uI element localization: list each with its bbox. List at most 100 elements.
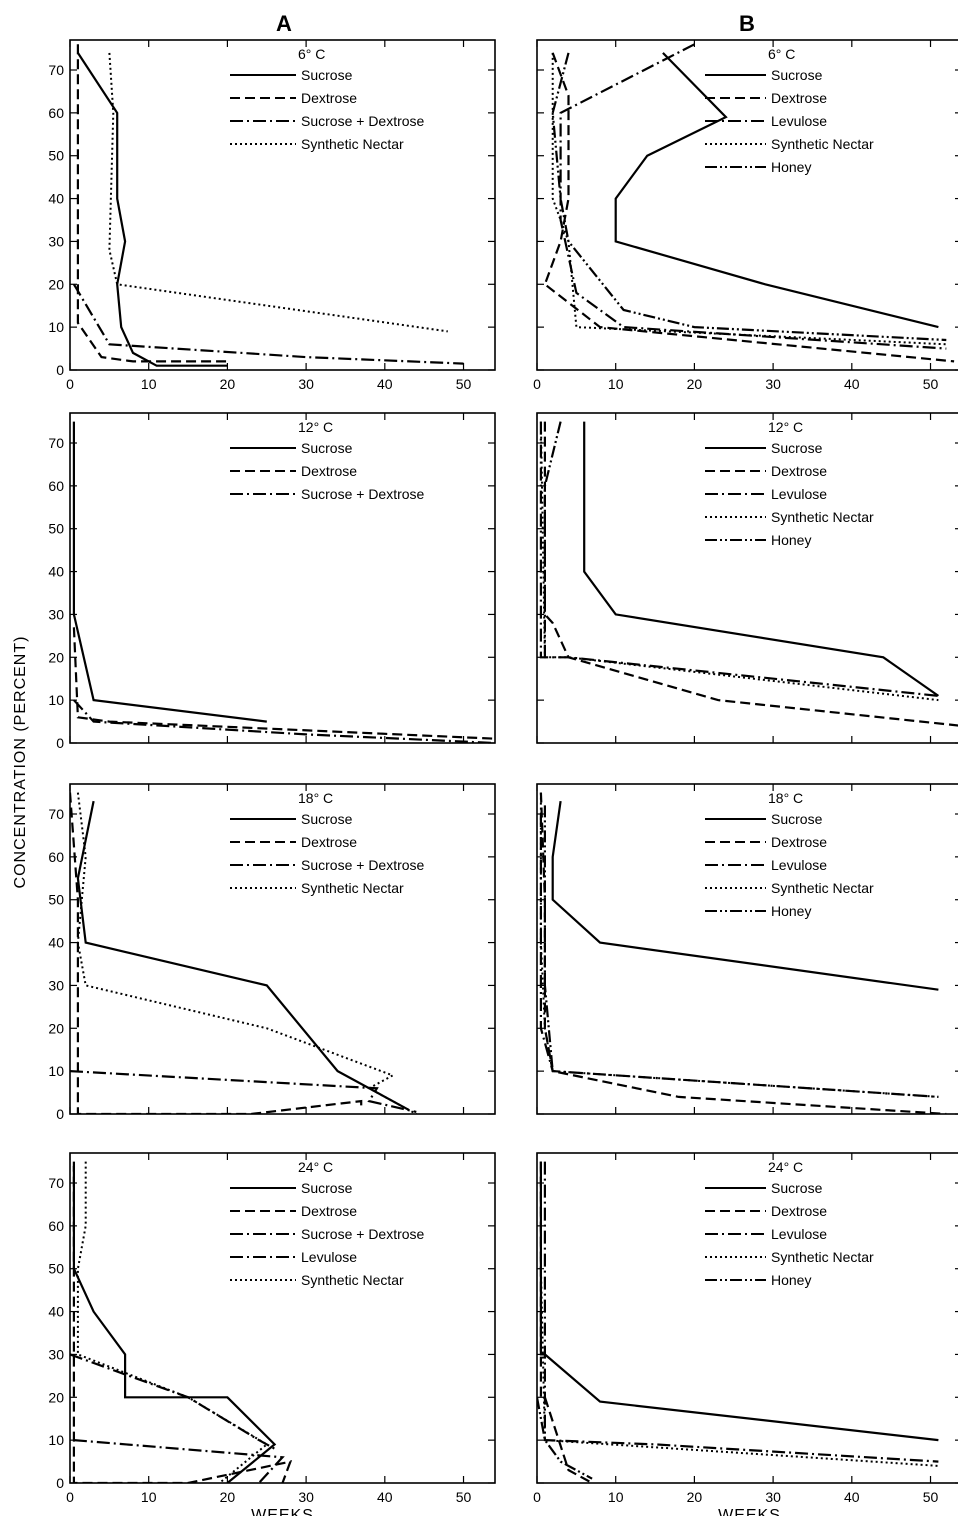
panel-a-1-legend-label-synthetic-nectar: Synthetic Nectar [301,136,404,152]
panel-a-4-legend-label-sucrose-dextrose: Sucrose + Dextrose [301,1226,425,1242]
panel-b-4-series-levulose [543,1161,939,1463]
panel-a-4-ytick-label: 40 [48,1304,64,1320]
panel-a-2-ytick-label: 50 [48,521,64,537]
panel-a-2-series-sucrose [72,421,267,723]
panel-b-2-legend-label-dextrose: Dextrose [771,463,827,479]
panel-b-3-legend-label-levulose: Levulose [771,857,827,873]
panel-b-4-xtick-label: 30 [765,1489,781,1505]
panel-a-4-legend-label-synthetic-nectar: Synthetic Nectar [301,1272,404,1288]
panel-b-3-legend-label-synthetic-nectar: Synthetic Nectar [771,880,874,896]
panel-a-1-xtick-label: 0 [66,376,74,392]
panel-b-4-xtick-label: 0 [533,1489,541,1505]
panel-a-1-ytick-label: 60 [48,105,64,121]
panel-b-2-legend-label-synthetic-nectar: Synthetic Nectar [771,509,874,525]
panel-a-4-x-axis-title: WEEKS [251,1507,314,1516]
panel-a-4-legend-label-sucrose: Sucrose [301,1180,353,1196]
panel-b-4-series-sucrose [539,1161,939,1442]
panel-b-2-series-synthetic-nectar [539,421,939,702]
panel-b-4-xtick-label: 40 [844,1489,860,1505]
panel-a-1-series-dextrose [76,44,228,363]
panel-b-4-legend-label-synthetic-nectar: Synthetic Nectar [771,1249,874,1265]
panel-a-1-ytick-label: 30 [48,233,64,249]
chart-panels: 0 10 20 30 40 50 60 70 0 10 20 30 40 50 6° C Sucrose Dex… [48,39,958,1516]
panel-b-3-frame [536,783,958,1115]
panel-a-1-xtick-label: 10 [141,376,157,392]
panel-b-1-legend-label-dextrose: Dextrose [771,90,827,106]
panel-b-4-legend-label-levulose: Levulose [771,1226,827,1242]
panel-a-3-temperature-label: 18° C [298,790,333,806]
panel-b-1-legend-label-levulose: Levulose [771,113,827,129]
panel-a-4-ytick-label: 10 [48,1432,64,1448]
panel-a-4-series-synthetic-nectar [76,1161,269,1483]
panel-a-2-frame [69,412,496,744]
panel-b-2-series-levulose [539,421,939,697]
panel-a-3: 0 10 20 30 40 50 60 70 18° C Sucrose Dextrose Sucro… [48,783,496,1122]
panel-a-4-ytick-label: 60 [48,1218,64,1234]
panel-b-3-series-honey [543,805,554,1072]
panel-b-1-xtick-label: 40 [844,376,860,392]
panel-b-1-series-dextrose [543,52,955,363]
panel-a-1-xtick-label: 30 [298,376,314,392]
panel-a-1-frame [69,39,496,371]
panel-b-2: 12° C Sucrose Dextrose Levulose Synthetic Ne… [536,412,958,744]
panel-b-1-temperature-label: 6° C [768,46,795,62]
panel-a-3-legend-label-sucrose-dextrose: Sucrose + Dextrose [301,857,425,873]
panel-a-4-frame [69,1152,496,1484]
panel-b-4-series-dextrose [539,1161,593,1483]
panel-a-1-xtick-label: 20 [220,376,236,392]
panel-a-3-ytick-label: 0 [56,1106,64,1122]
panel-a-1-ytick-label: 40 [48,191,64,207]
column-header-a: A [276,11,292,36]
panel-b-1-frame [536,39,958,371]
panel-a-4-ytick-label: 20 [48,1389,64,1405]
panel-a-1-ytick-label: 70 [48,62,64,78]
panel-b-4-series-honey [537,1397,593,1480]
panel-b-3-series-levulose [539,814,939,1098]
panel-a-3-ytick-label: 60 [48,849,64,865]
panel-a-3-series-sucrose-dextrose [70,1070,417,1113]
panel-a-4-ytick-label: 0 [56,1475,64,1491]
panel-a-2-ytick-label: 70 [48,435,64,451]
panel-b-3-temperature-label: 18° C [768,790,803,806]
panel-b-2-legend-label-sucrose: Sucrose [771,440,823,456]
panel-b-2-temperature-label: 12° C [768,419,803,435]
panel-a-4-series-sucrose-dextrose [73,1439,285,1483]
panel-b-1-series-levulose [559,43,947,350]
panel-b-3-series-sucrose [551,800,939,991]
panel-a-1-series-synthetic-nectar [108,52,448,333]
panel-a-4: 0 10 20 30 40 50 60 70 0 10 20 30 40 50 WEEKS 24° C Sucr… [48,1152,496,1516]
panel-b-1-legend-label-sucrose: Sucrose [771,67,823,83]
panel-b-4-legend-label-dextrose: Dextrose [771,1203,827,1219]
panel-a-2-ytick-label: 30 [48,606,64,622]
panel-a-4-series-levulose [70,1353,276,1450]
panel-b-4-xtick-label: 10 [608,1489,624,1505]
panel-a-1-xtick-label: 50 [456,376,472,392]
panel-a-1-legend-label-sucrose: Sucrose [301,67,353,83]
panel-a-2-ytick-label: 0 [56,735,64,751]
panel-b-2-series-honey [543,421,562,658]
panel-b-1-series-synthetic-nectar [551,52,947,346]
panel-b-2-legend-label-levulose: Levulose [771,486,827,502]
panel-b-2-series-sucrose [583,421,940,697]
panel-a-1-legend-label-sucrose-dextrose: Sucrose + Dextrose [301,113,425,129]
panel-a-4-xtick-label: 10 [141,1489,157,1505]
panel-a-1-series-sucrose-dextrose [72,283,464,365]
panel-a-3-legend-label-sucrose: Sucrose [301,811,353,827]
panel-b-4-xtick-label: 50 [923,1489,939,1505]
column-header-b: B [739,11,755,36]
panel-a-3-frame [69,783,496,1115]
panel-b-4: 0 10 20 30 40 50 WEEKS 24° C Sucrose Dextrose Levu… [533,1152,958,1516]
panel-a-1-temperature-label: 6° C [298,46,325,62]
panel-b-1-xtick-label: 0 [533,376,541,392]
panel-b-4-xtick-label: 20 [687,1489,703,1505]
panel-a-4-legend-label-levulose: Levulose [301,1249,357,1265]
panel-a-1-ytick-label: 20 [48,276,64,292]
panel-b-3-series-synthetic-nectar [539,792,939,1098]
panel-a-1-ytick-label: 50 [48,148,64,164]
panel-b-1-legend-label-honey: Honey [771,159,811,175]
panel-a-3-ytick-label: 40 [48,935,64,951]
panel-a-4-xtick-label: 40 [377,1489,393,1505]
panel-b-2-legend-label-honey: Honey [771,532,811,548]
panel-a-3-ytick-label: 30 [48,977,64,993]
